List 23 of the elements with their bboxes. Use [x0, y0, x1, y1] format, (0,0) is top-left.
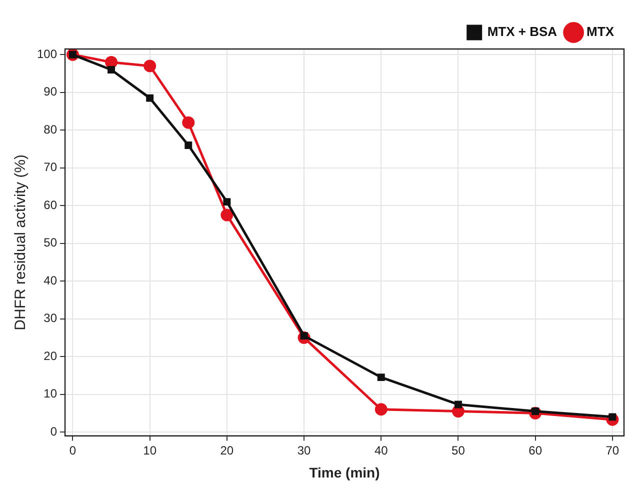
y-tick-label: 40: [44, 273, 58, 288]
x-tick-label: 20: [220, 443, 234, 458]
y-tick-label: 100: [36, 46, 58, 61]
y-tick-label: 20: [44, 348, 58, 363]
y-tick-label: 50: [44, 236, 58, 250]
x-tick-label: 30: [297, 443, 312, 458]
y-tick-label: 30: [44, 311, 58, 326]
x-tick-label: 10: [143, 443, 157, 458]
y-tick-label: 10: [44, 386, 58, 401]
y-tick-label: 90: [44, 84, 58, 99]
y-tick-label: 60: [44, 198, 58, 212]
x-tick-label: 50: [452, 443, 466, 458]
y-tick-label: 80: [44, 122, 58, 136]
x-tick-label: 60: [528, 443, 542, 458]
legend-label: MTX: [586, 24, 614, 40]
x-tick-label: 40: [374, 443, 388, 458]
x-tick-label: 70: [606, 443, 620, 458]
y-tick-label: 0: [50, 424, 58, 438]
x-axis-title: Time (min): [309, 464, 380, 480]
y-tick-label: 70: [44, 160, 58, 174]
legend-label: MTX + BSA: [487, 24, 558, 40]
y-axis-title: DHFR residual activity (%): [12, 154, 30, 330]
x-tick-label: 0: [69, 443, 76, 458]
